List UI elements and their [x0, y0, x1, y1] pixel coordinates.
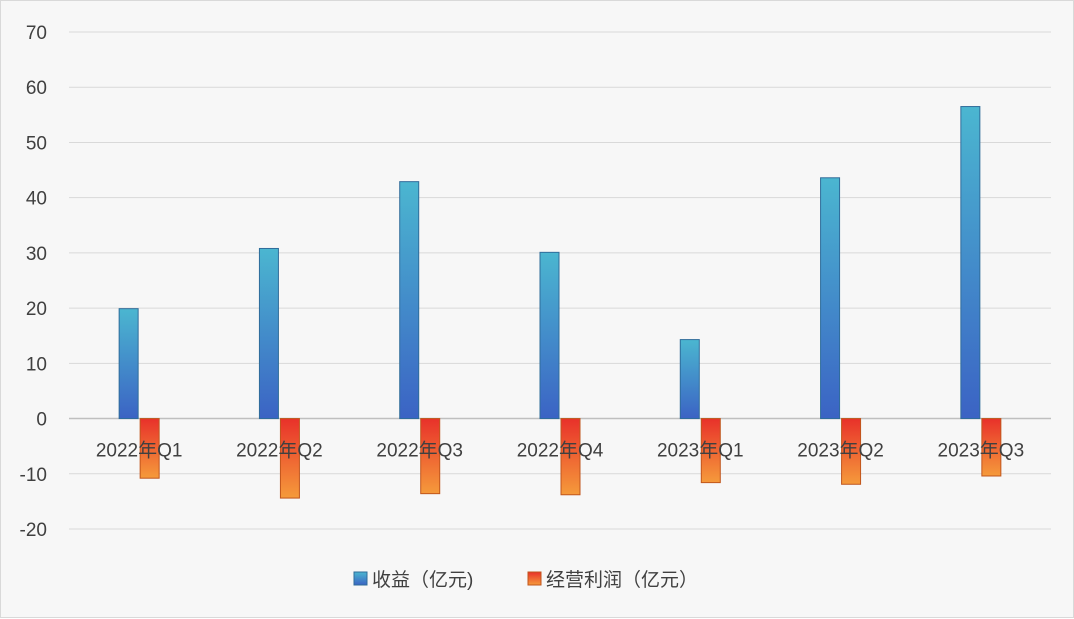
y-tick-label: 40: [26, 189, 47, 210]
bars: [118, 106, 1002, 499]
operating-profit-bar-6: [841, 418, 862, 485]
x-category-label: 2022年Q2: [236, 440, 323, 462]
y-tick-label: -20: [20, 520, 47, 541]
operating-profit-bar-7: [981, 418, 1002, 477]
revenue-bar-3: [399, 181, 420, 420]
gridlines: [69, 31, 1051, 530]
x-category-label: 2022年Q1: [96, 440, 183, 462]
legend-label-2: 经营利润（亿元）: [546, 569, 698, 591]
revenue-bar-1: [118, 308, 139, 420]
operating-profit-bar-3: [420, 418, 441, 495]
y-tick-label: 10: [26, 354, 47, 375]
x-category-label: 2023年Q1: [657, 440, 744, 462]
revenue-bar-5: [679, 339, 700, 420]
y-tick-label: 30: [26, 244, 47, 265]
revenue-bar-6: [820, 177, 841, 420]
y-tick-label: 20: [26, 299, 47, 320]
legend-swatch-2: [527, 571, 542, 586]
y-tick-label: 60: [26, 78, 47, 99]
x-category-label: 2023年Q3: [938, 440, 1025, 462]
y-axis: 70 60 50 40 30 20 10 0 -10 -20: [20, 23, 47, 541]
y-tick-label: 50: [26, 133, 47, 154]
legend-label-1: 收益（亿元): [372, 569, 473, 591]
operating-profit-bar-1: [139, 418, 160, 479]
y-tick-label: -10: [20, 465, 47, 486]
operating-profit-bar-4: [560, 418, 581, 496]
y-tick-label: 0: [36, 410, 47, 431]
legend: 收益（亿元) 经营利润（亿元）: [353, 569, 698, 591]
x-category-label: 2022年Q3: [376, 440, 463, 462]
revenue-bar-2: [258, 247, 279, 420]
revenue-bar-7: [960, 106, 981, 420]
legend-swatch-1: [353, 571, 368, 586]
x-category-label: 2023年Q2: [797, 440, 884, 462]
x-category-label: 2022年Q4: [517, 440, 604, 462]
operating-profit-bar-2: [279, 418, 300, 499]
operating-profit-bar-5: [700, 418, 721, 484]
revenue-bar-4: [539, 251, 560, 420]
y-tick-label: 70: [26, 23, 47, 44]
x-axis-labels: 2022年Q1 2022年Q2 2022年Q3 2022年Q4 2023年Q1 2023年…: [96, 440, 1024, 462]
